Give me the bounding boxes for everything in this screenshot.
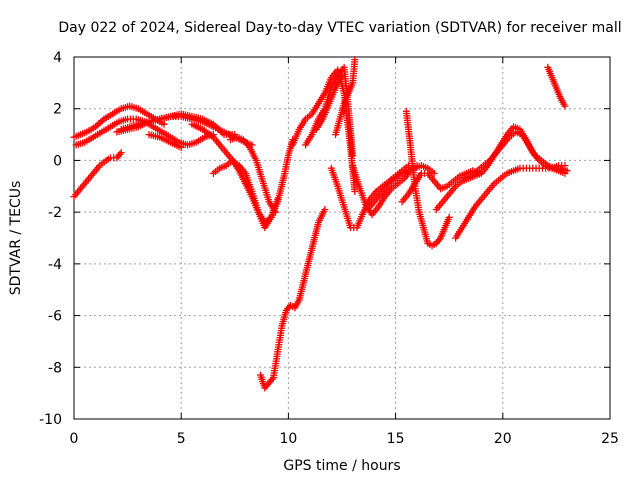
grid: [74, 57, 610, 419]
x-axis-label: GPS time / hours: [283, 458, 400, 474]
data-point: [274, 195, 282, 203]
axis-ticks: [73, 56, 611, 420]
data-point: [445, 213, 453, 221]
data-points: [70, 56, 571, 392]
data-point: [321, 206, 329, 214]
y-tick-label: -6: [48, 309, 62, 325]
y-tick-label: 2: [53, 102, 62, 118]
data-point: [351, 56, 359, 64]
y-tick-label: -4: [48, 257, 62, 273]
x-tick-label: 15: [387, 431, 405, 447]
data-point: [430, 169, 438, 177]
chart-title: Day 022 of 2024, Sidereal Day-to-day VTE…: [58, 20, 621, 36]
y-tick-label: -8: [48, 360, 62, 376]
data-point: [338, 71, 346, 79]
data-point: [349, 151, 357, 159]
data-point: [561, 169, 569, 177]
y-tick-label: 4: [53, 50, 62, 66]
data-point: [160, 120, 168, 128]
data-point: [117, 149, 125, 157]
plot-frame: [73, 56, 611, 420]
trace-marker: [97, 118, 105, 126]
x-tick-label: 20: [494, 431, 512, 447]
trace-marker: [95, 120, 103, 128]
x-tick-label: 25: [601, 431, 619, 447]
axis-tick-labels: 0 5 10 15 20 25 -10 -8 -6 -4 -2 0 2 4: [39, 50, 619, 447]
data-point: [561, 102, 569, 110]
y-tick-label: -2: [48, 205, 62, 221]
data-point: [272, 208, 280, 216]
y-axis-label: SDTVAR / TECUs: [8, 181, 24, 296]
x-tick-label: 10: [279, 431, 297, 447]
y-tick-label: 0: [53, 153, 62, 169]
x-tick-label: 0: [70, 431, 79, 447]
data-point: [177, 144, 185, 151]
data-point: [351, 187, 359, 195]
y-tick-label: -10: [39, 412, 62, 428]
x-tick-label: 5: [177, 431, 186, 447]
